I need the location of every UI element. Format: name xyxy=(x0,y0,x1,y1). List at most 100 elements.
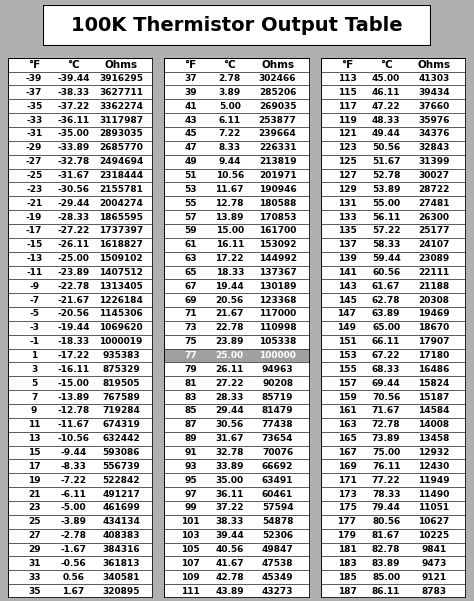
Text: 3627711: 3627711 xyxy=(99,88,143,97)
Text: 9473: 9473 xyxy=(421,559,447,568)
Text: 76.11: 76.11 xyxy=(372,462,401,471)
Text: 52306: 52306 xyxy=(262,531,293,540)
Text: 97: 97 xyxy=(184,490,197,499)
Text: 27.22: 27.22 xyxy=(216,379,244,388)
Text: 1865595: 1865595 xyxy=(99,213,143,222)
Text: -10.56: -10.56 xyxy=(57,434,89,443)
Text: 29.44: 29.44 xyxy=(215,406,244,415)
Text: 1.67: 1.67 xyxy=(62,587,84,596)
Text: 3117987: 3117987 xyxy=(99,115,143,124)
Text: 91: 91 xyxy=(184,448,197,457)
Text: 2685770: 2685770 xyxy=(99,143,143,152)
Text: 1618827: 1618827 xyxy=(99,240,143,249)
Text: 30027: 30027 xyxy=(419,171,450,180)
Text: -32.78: -32.78 xyxy=(57,157,90,166)
Text: 60461: 60461 xyxy=(262,490,293,499)
Text: 0.56: 0.56 xyxy=(62,573,84,582)
Text: 52.78: 52.78 xyxy=(372,171,401,180)
Text: 95: 95 xyxy=(184,476,197,485)
Text: 109: 109 xyxy=(181,573,200,582)
Text: 85.00: 85.00 xyxy=(372,573,400,582)
Text: 18670: 18670 xyxy=(419,323,450,332)
Text: 57: 57 xyxy=(184,213,197,222)
Text: 41303: 41303 xyxy=(419,74,450,83)
Text: 73.89: 73.89 xyxy=(372,434,401,443)
Text: 78.33: 78.33 xyxy=(372,490,401,499)
Text: 22.78: 22.78 xyxy=(216,323,244,332)
Text: 7: 7 xyxy=(31,392,37,401)
Text: 86.11: 86.11 xyxy=(372,587,401,596)
Text: Ohms: Ohms xyxy=(105,59,138,70)
Text: 66.11: 66.11 xyxy=(372,337,401,346)
Text: 226331: 226331 xyxy=(259,143,296,152)
Text: 434134: 434134 xyxy=(102,517,140,526)
Text: 35: 35 xyxy=(28,587,40,596)
Text: 9: 9 xyxy=(31,406,37,415)
Text: 83.89: 83.89 xyxy=(372,559,401,568)
Text: 105338: 105338 xyxy=(259,337,296,346)
Text: 71.67: 71.67 xyxy=(372,406,401,415)
Text: -5: -5 xyxy=(29,310,39,319)
Text: 50.56: 50.56 xyxy=(372,143,400,152)
Text: 77: 77 xyxy=(184,351,197,360)
Text: 19469: 19469 xyxy=(418,310,450,319)
Text: 302466: 302466 xyxy=(259,74,296,83)
Text: 63491: 63491 xyxy=(262,476,293,485)
Text: 41.67: 41.67 xyxy=(216,559,244,568)
Text: 51: 51 xyxy=(184,171,197,180)
Text: 151: 151 xyxy=(337,337,356,346)
Text: 39: 39 xyxy=(184,88,197,97)
Text: 100000: 100000 xyxy=(259,351,296,360)
Text: 69.44: 69.44 xyxy=(372,379,401,388)
Text: 71: 71 xyxy=(184,310,197,319)
Text: -20.56: -20.56 xyxy=(57,310,89,319)
Text: -9.44: -9.44 xyxy=(60,448,86,457)
Text: 141: 141 xyxy=(337,268,356,277)
Text: 11949: 11949 xyxy=(418,476,450,485)
Text: 117: 117 xyxy=(337,102,356,111)
Text: 19.44: 19.44 xyxy=(215,282,244,291)
Text: -18.33: -18.33 xyxy=(57,337,90,346)
Text: 17907: 17907 xyxy=(418,337,450,346)
Text: 27: 27 xyxy=(28,531,40,540)
Text: 125: 125 xyxy=(337,157,356,166)
Text: -13.89: -13.89 xyxy=(57,392,90,401)
Text: 73654: 73654 xyxy=(262,434,293,443)
Text: -7: -7 xyxy=(29,296,39,305)
Text: 121: 121 xyxy=(337,129,356,138)
Text: 6.11: 6.11 xyxy=(219,115,241,124)
Text: 123368: 123368 xyxy=(259,296,296,305)
Text: -31.67: -31.67 xyxy=(57,171,90,180)
Text: 13: 13 xyxy=(28,434,40,443)
Text: 65.00: 65.00 xyxy=(372,323,400,332)
Text: 137: 137 xyxy=(337,240,356,249)
Text: 123: 123 xyxy=(337,143,356,152)
Text: 43: 43 xyxy=(184,115,197,124)
Text: 24107: 24107 xyxy=(419,240,450,249)
Text: 115: 115 xyxy=(337,88,356,97)
Text: 169: 169 xyxy=(337,462,356,471)
Text: 90208: 90208 xyxy=(262,379,293,388)
Text: -39.44: -39.44 xyxy=(57,74,90,83)
Text: 57594: 57594 xyxy=(262,504,293,513)
Text: 30.56: 30.56 xyxy=(216,420,244,429)
Text: 59.44: 59.44 xyxy=(372,254,401,263)
Text: -11: -11 xyxy=(26,268,42,277)
Text: 14008: 14008 xyxy=(419,420,450,429)
Text: 153: 153 xyxy=(337,351,356,360)
Text: 35976: 35976 xyxy=(418,115,450,124)
Text: 83: 83 xyxy=(184,392,197,401)
Text: 36.11: 36.11 xyxy=(216,490,244,499)
Text: -1.67: -1.67 xyxy=(60,545,86,554)
Text: -37.22: -37.22 xyxy=(57,102,90,111)
Text: -25.00: -25.00 xyxy=(57,254,89,263)
Text: 54878: 54878 xyxy=(262,517,293,526)
Text: 12932: 12932 xyxy=(419,448,450,457)
Text: 66692: 66692 xyxy=(262,462,293,471)
Text: 48.33: 48.33 xyxy=(372,115,401,124)
Text: Ohms: Ohms xyxy=(261,59,294,70)
Text: -11.67: -11.67 xyxy=(57,420,90,429)
Text: 26.11: 26.11 xyxy=(216,365,244,374)
Text: 2494694: 2494694 xyxy=(99,157,143,166)
Text: -3.89: -3.89 xyxy=(60,517,86,526)
